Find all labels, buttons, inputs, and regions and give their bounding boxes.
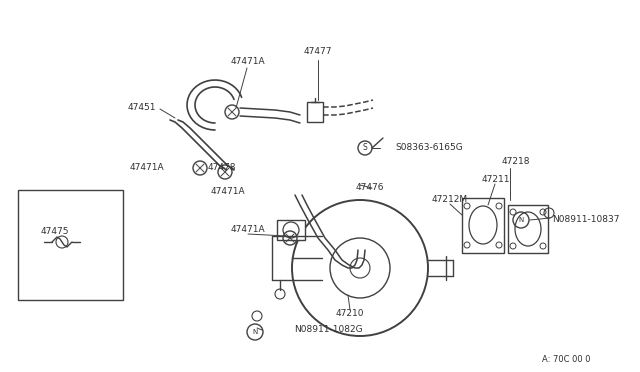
Text: 47471A: 47471A bbox=[230, 225, 266, 234]
Bar bbox=[18, 190, 123, 300]
Text: 47476: 47476 bbox=[356, 183, 384, 192]
Text: S08363-6165G: S08363-6165G bbox=[395, 144, 463, 153]
Text: S: S bbox=[363, 144, 367, 153]
Text: 47471A: 47471A bbox=[230, 58, 266, 67]
Text: 47211: 47211 bbox=[482, 176, 510, 185]
Bar bbox=[508, 205, 548, 253]
Text: N: N bbox=[518, 217, 524, 223]
Bar bbox=[277, 220, 305, 240]
Bar bbox=[307, 102, 323, 122]
Text: 47478: 47478 bbox=[208, 164, 236, 173]
Text: 47212M: 47212M bbox=[432, 196, 468, 205]
Text: 47477: 47477 bbox=[304, 48, 332, 57]
Text: N: N bbox=[252, 329, 258, 335]
Text: A: 70C 00 0: A: 70C 00 0 bbox=[541, 356, 590, 365]
Text: 47218: 47218 bbox=[502, 157, 531, 167]
Text: 47471A: 47471A bbox=[130, 164, 164, 173]
Bar bbox=[462, 198, 504, 253]
Text: 47475: 47475 bbox=[41, 228, 69, 237]
Text: 47471A: 47471A bbox=[211, 187, 245, 196]
Text: 47451: 47451 bbox=[128, 103, 156, 112]
Text: 47210: 47210 bbox=[336, 310, 364, 318]
Text: N08911-10837: N08911-10837 bbox=[552, 215, 620, 224]
Text: N08911-1082G: N08911-1082G bbox=[294, 326, 363, 334]
